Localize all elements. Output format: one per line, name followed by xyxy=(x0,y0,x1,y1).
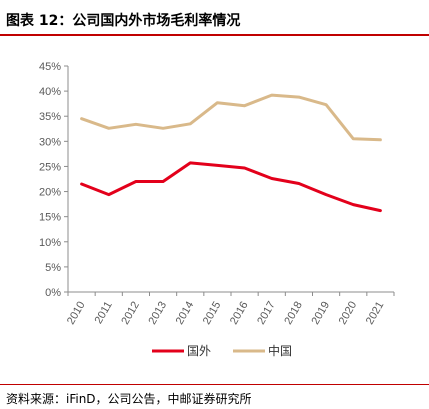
line-chart: 0% 5% 10% 15% 20% 25% 30% 35% 40% 45% 2010 2011 2012… xyxy=(39,61,395,358)
x-tick-label: 2021 xyxy=(364,300,387,327)
series-line-china xyxy=(80,93,382,142)
legend-label: 中国 xyxy=(268,343,292,358)
x-tick-label: 2015 xyxy=(201,300,224,327)
y-tick-label: 25% xyxy=(39,161,61,173)
x-tick-label: 2013 xyxy=(147,300,170,327)
y-tick-label: 35% xyxy=(39,111,61,123)
y-tick-label: 20% xyxy=(39,187,61,199)
y-tick-label: 10% xyxy=(39,237,61,249)
figure-title: 图表 12：公司国内外市场毛利率情况 xyxy=(6,13,241,29)
y-tick-label: 40% xyxy=(39,86,61,98)
y-tick-label: 0% xyxy=(45,287,61,299)
x-tick-label: 2011 xyxy=(93,300,115,326)
x-tick-label: 2014 xyxy=(174,300,197,327)
y-tick-label: 15% xyxy=(39,212,61,224)
x-tick-label: 2018 xyxy=(282,300,305,327)
x-tick-label: 2016 xyxy=(228,300,251,327)
x-tick-label: 2010 xyxy=(65,300,88,327)
y-tick-label: 30% xyxy=(39,136,61,148)
series-line-overseas xyxy=(80,161,382,213)
legend-label: 国外 xyxy=(187,344,211,358)
y-tick-label: 5% xyxy=(45,262,61,274)
x-tick-label: 2017 xyxy=(255,300,278,327)
x-tick-label: 2020 xyxy=(337,300,360,327)
x-tick-label: 2012 xyxy=(119,300,142,327)
source-note: 资料来源：iFinD，公司公告，中邮证券研究所 xyxy=(6,392,252,406)
x-tick-label: 2019 xyxy=(310,300,333,327)
source-divider xyxy=(0,384,429,385)
y-tick-label: 45% xyxy=(39,61,61,73)
title-bar xyxy=(0,0,429,36)
